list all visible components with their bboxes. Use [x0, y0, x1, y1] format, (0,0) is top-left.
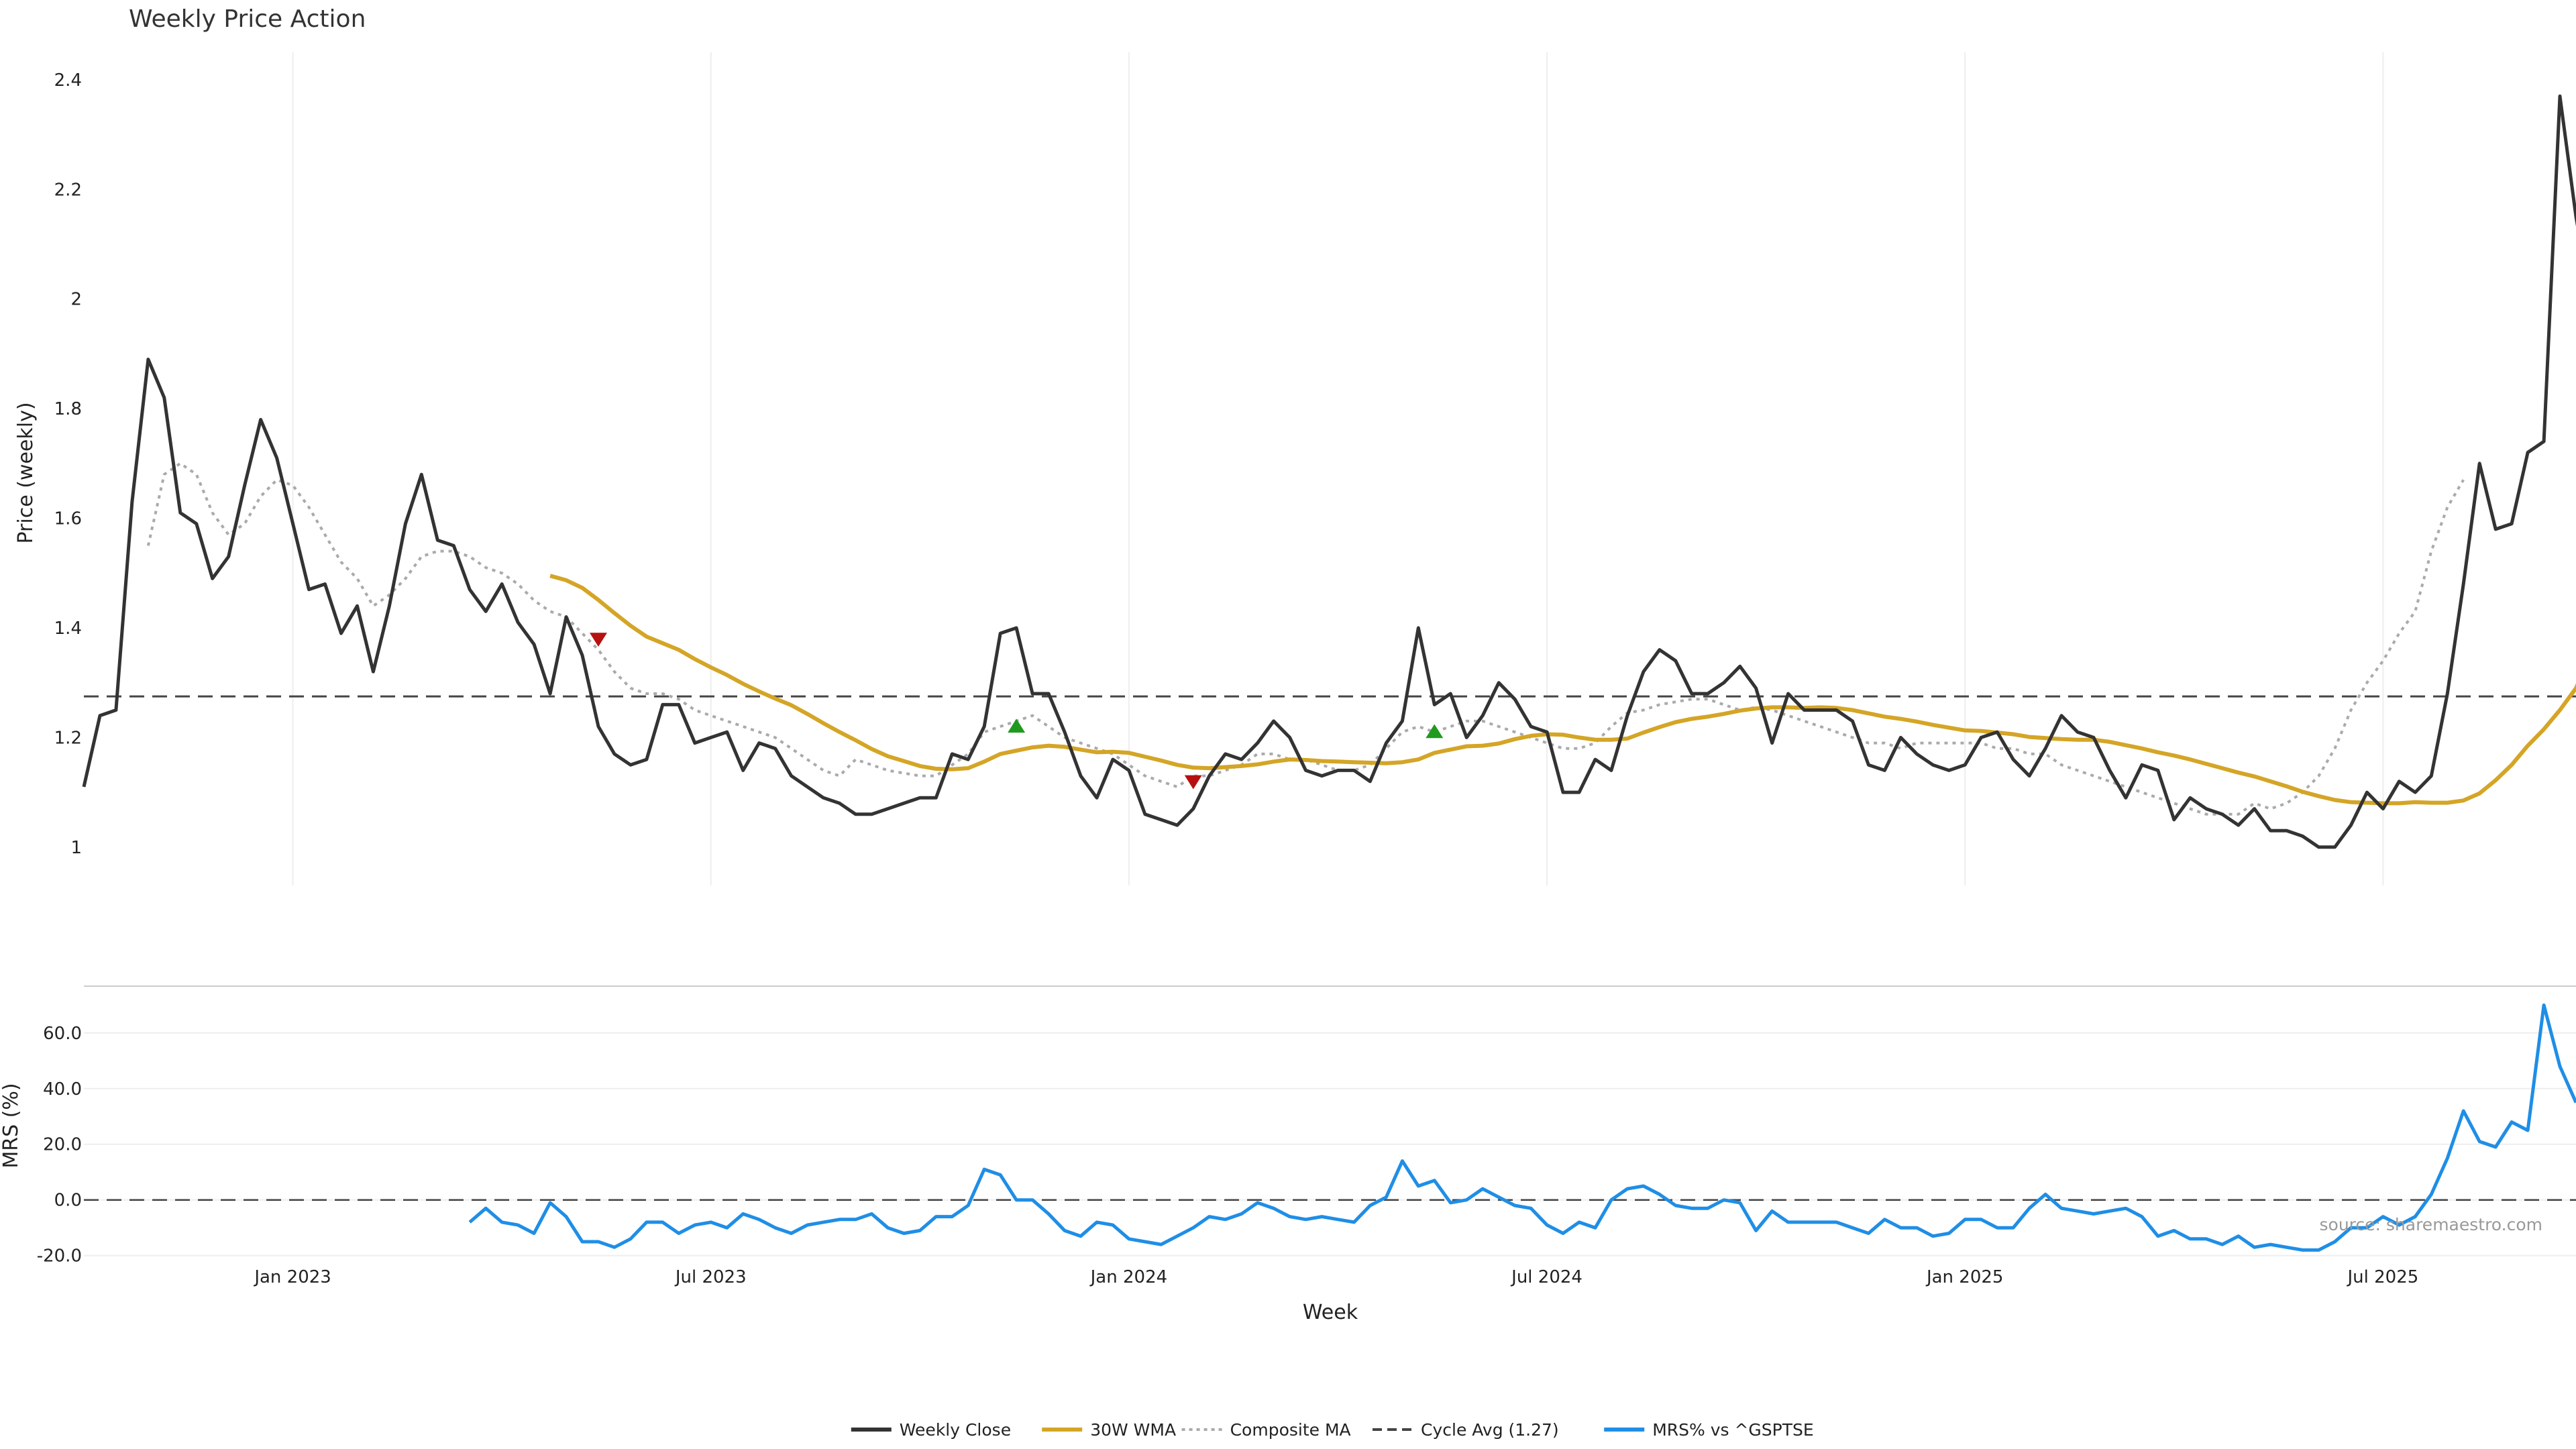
price-gridlines — [292, 52, 2384, 885]
buy-signal-marker — [1008, 718, 1026, 733]
legend-item: Cycle Avg (1.27) — [1373, 1420, 1559, 1440]
legend-label: Weekly Close — [900, 1420, 1011, 1440]
legend-label: MRS% vs ^GSPTSE — [1652, 1420, 1813, 1440]
composite-ma-line — [146, 462, 2465, 816]
price-y-tick-label: 1.8 — [54, 399, 82, 419]
sell-signal-marker — [1184, 775, 1202, 790]
x-tick-label: Jan 2023 — [253, 1267, 331, 1287]
legend-item: MRS% vs ^GSPTSE — [1604, 1420, 1814, 1440]
x-axis: Jan 2023 Jul 2023 Jan 2024 Jul 2024 Jan 2025… — [253, 1267, 2418, 1287]
price-y-axis-title: Price (weekly) — [14, 402, 38, 543]
legend-label: Cycle Avg (1.27) — [1421, 1420, 1559, 1440]
price-y-tick-label: 1 — [70, 838, 82, 858]
weekly-close-line — [82, 94, 2576, 849]
legend-item: 30W WMA — [1042, 1420, 1176, 1440]
wma-30w-line — [549, 574, 2576, 806]
x-tick-label: Jul 2023 — [674, 1267, 747, 1287]
legend-item: Composite MA — [1181, 1420, 1351, 1440]
buy-signal-marker — [1426, 724, 1444, 739]
mrs-y-tick-label: 40.0 — [43, 1079, 82, 1099]
mrs-y-axis: -20.0 0.0 20.0 40.0 60.0 — [37, 1024, 82, 1267]
mrs-y-tick-label: 0.0 — [54, 1191, 82, 1211]
legend: Weekly Close 30W WMA Composite MA Cycle Avg… — [851, 1420, 1814, 1440]
x-tick-label: Jan 2024 — [1089, 1267, 1168, 1287]
signal-markers — [589, 633, 1444, 790]
price-y-axis: 1 1.2 1.4 1.6 1.8 2 2.2 2.4 — [54, 70, 82, 858]
x-tick-label: Jul 2025 — [2346, 1267, 2418, 1287]
legend-item: Weekly Close — [851, 1420, 1011, 1440]
mrs-y-tick-label: 20.0 — [43, 1135, 82, 1155]
price-y-tick-label: 2.2 — [54, 180, 82, 200]
mrs-y-tick-label: 60.0 — [43, 1024, 82, 1044]
price-y-tick-label: 2.4 — [54, 70, 82, 91]
x-tick-label: Jan 2025 — [1925, 1267, 2004, 1287]
chart-title: Weekly Price Action — [129, 5, 366, 33]
mrs-y-tick-label: -20.0 — [37, 1246, 82, 1267]
price-y-tick-label: 1.6 — [54, 509, 82, 529]
price-y-tick-label: 1.4 — [54, 619, 82, 639]
mrs-y-axis-title: MRS (%) — [0, 1083, 23, 1168]
x-tick-label: Jul 2024 — [1510, 1267, 1582, 1287]
legend-label: 30W WMA — [1090, 1420, 1176, 1440]
source-watermark: source: sharemaestro.com — [2320, 1215, 2543, 1234]
x-axis-title: Week — [1303, 1301, 1358, 1324]
price-y-tick-label: 2 — [70, 290, 82, 310]
price-y-tick-label: 1.2 — [54, 728, 82, 748]
sell-signal-marker — [589, 633, 607, 647]
legend-label: Composite MA — [1230, 1420, 1351, 1440]
mrs-line — [468, 1003, 2576, 1252]
